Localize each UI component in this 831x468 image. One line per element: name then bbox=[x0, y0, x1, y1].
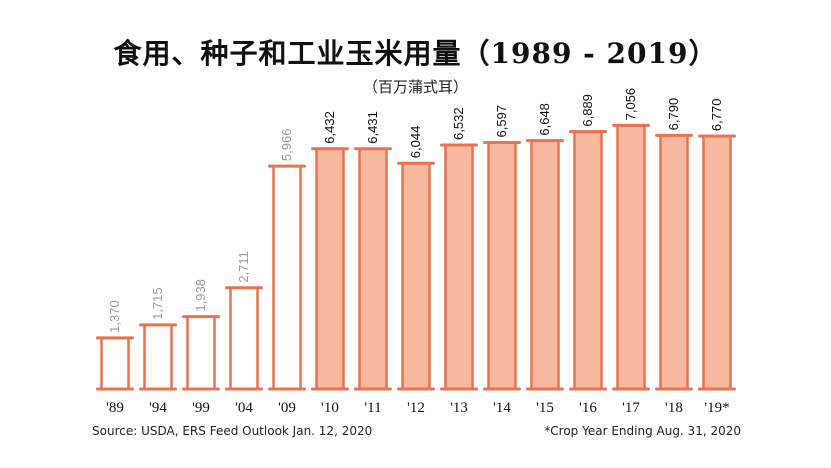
bar-group: 5,966 '09 bbox=[268, 129, 306, 416]
data-label: 5,966 bbox=[279, 129, 294, 162]
bar-group: 6,770 '19* bbox=[698, 99, 736, 416]
data-label: 7,056 bbox=[623, 88, 638, 121]
data-label: 6,597 bbox=[494, 105, 509, 138]
bar bbox=[100, 336, 130, 391]
x-tick-label: '18 bbox=[665, 400, 683, 416]
bar-group: 6,432 '10 bbox=[311, 111, 349, 416]
data-label: 6,648 bbox=[537, 103, 552, 136]
bar-group: 6,648 '15 bbox=[526, 103, 564, 416]
bar-group: 6,597 '14 bbox=[483, 105, 521, 416]
data-label: 6,532 bbox=[451, 107, 466, 140]
x-tick-label: '12 bbox=[407, 400, 425, 416]
x-tick-label: '17 bbox=[622, 400, 640, 416]
data-label: 1,370 bbox=[107, 300, 122, 333]
x-tick-label: '15 bbox=[536, 400, 554, 416]
x-tick-label: '13 bbox=[450, 400, 468, 416]
data-label: 1,938 bbox=[193, 279, 208, 312]
bar bbox=[573, 130, 603, 391]
data-label: 6,044 bbox=[408, 126, 423, 159]
bar-group: 7,056 '17 bbox=[612, 88, 650, 416]
bar bbox=[186, 315, 216, 391]
bar bbox=[702, 134, 732, 391]
bar-group: 6,431 '11 bbox=[354, 111, 392, 416]
bar-group: 6,532 '13 bbox=[440, 107, 478, 416]
x-tick-label: '16 bbox=[579, 400, 597, 416]
bar-group: 1,715 '94 bbox=[139, 287, 177, 416]
bar bbox=[315, 147, 345, 391]
x-tick-label: '14 bbox=[493, 400, 511, 416]
bar-group: 1,370 '89 bbox=[96, 300, 134, 416]
bar bbox=[401, 161, 431, 391]
data-label: 6,432 bbox=[322, 111, 337, 144]
x-tick-label: '19* bbox=[704, 400, 729, 416]
footnote: *Crop Year Ending Aug. 31, 2020 bbox=[544, 424, 741, 438]
chart-subtitle: （百万蒲式耳） bbox=[362, 78, 468, 96]
bar-group: 6,790 '18 bbox=[655, 98, 693, 416]
bar bbox=[616, 124, 646, 391]
x-tick-label: '04 bbox=[235, 400, 253, 416]
x-tick-label: '99 bbox=[192, 400, 210, 416]
data-label: 6,889 bbox=[580, 94, 595, 127]
bar bbox=[487, 141, 517, 391]
x-tick-label: '11 bbox=[364, 400, 381, 416]
data-label: 6,431 bbox=[365, 111, 380, 144]
bar bbox=[659, 134, 689, 391]
data-label: 2,711 bbox=[236, 251, 251, 283]
bar-group: 6,889 '16 bbox=[569, 94, 607, 416]
x-tick-label: '09 bbox=[278, 400, 296, 416]
bar bbox=[358, 147, 388, 391]
bar bbox=[444, 143, 474, 391]
data-label: 6,790 bbox=[666, 98, 681, 131]
chart-title: 食用、种子和工业玉米用量（1989 - 2019） bbox=[113, 37, 718, 70]
bar-group: 1,938 '99 bbox=[182, 279, 220, 416]
bar bbox=[530, 139, 560, 391]
bar bbox=[143, 323, 173, 391]
x-tick-label: '89 bbox=[106, 400, 124, 416]
bar-group: 6,044 '12 bbox=[397, 126, 435, 416]
data-label: 1,715 bbox=[150, 287, 165, 320]
bar-group: 2,711 '04 bbox=[225, 251, 263, 416]
data-label: 6,770 bbox=[709, 99, 724, 132]
bar bbox=[272, 164, 302, 391]
x-tick-label: '10 bbox=[321, 400, 339, 416]
source-note: Source: USDA, ERS Feed Outlook Jan. 12, … bbox=[92, 424, 373, 438]
bar bbox=[229, 286, 259, 391]
x-tick-label: '94 bbox=[149, 400, 167, 416]
